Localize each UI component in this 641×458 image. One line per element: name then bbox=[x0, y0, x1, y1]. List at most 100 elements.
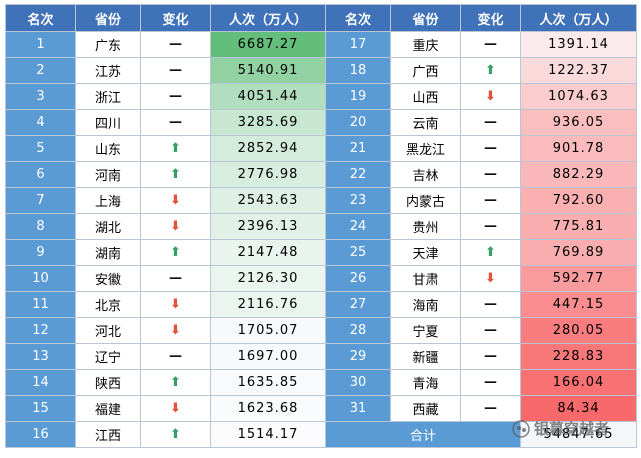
province-cell: 安徽 bbox=[75, 265, 141, 292]
table-row: 8 湖北 ⬇ 2396.13 24 贵州 —775.81 bbox=[5, 213, 637, 240]
change-cell: ⬇ bbox=[460, 265, 521, 292]
province-cell: 黑龙江 bbox=[390, 135, 461, 162]
province-cell: 浙江 bbox=[75, 83, 141, 110]
province-cell: 新疆 bbox=[390, 343, 461, 370]
rank-cell: 2 bbox=[5, 57, 76, 84]
change-cell: — bbox=[460, 317, 521, 344]
value-cell: 592.77 bbox=[520, 265, 637, 292]
rank-cell: 21 bbox=[325, 135, 391, 162]
value-cell: 1623.68 bbox=[210, 395, 326, 422]
change-cell: — bbox=[460, 213, 521, 240]
rank-cell: 19 bbox=[325, 83, 391, 110]
value-cell: 1705.07 bbox=[210, 317, 326, 344]
rank-cell: 31 bbox=[325, 395, 391, 422]
change-cell: — bbox=[460, 291, 521, 318]
table-row: 10 安徽 —2126.30 26 甘肃 ⬇ 592.77 bbox=[5, 265, 637, 292]
province-cell: 西藏 bbox=[390, 395, 461, 422]
change-cell: ⬇ bbox=[140, 291, 211, 318]
rank-cell: 18 bbox=[325, 57, 391, 84]
value-cell: 2776.98 bbox=[210, 161, 326, 188]
rank-cell: 25 bbox=[325, 239, 391, 266]
change-cell: — bbox=[140, 109, 211, 136]
table-row: 13 辽宁 —1697.00 29 新疆 —228.83 bbox=[5, 343, 637, 370]
rank-cell: 1 bbox=[5, 31, 76, 58]
rank-cell: 3 bbox=[5, 83, 76, 110]
value-cell: 166.04 bbox=[520, 369, 637, 396]
change-cell: — bbox=[140, 83, 211, 110]
change-cell: ⬆ bbox=[140, 135, 211, 162]
value-cell: 882.29 bbox=[520, 161, 637, 188]
change-cell: — bbox=[460, 31, 521, 58]
change-cell: — bbox=[460, 161, 521, 188]
value-cell: 1635.85 bbox=[210, 369, 326, 396]
value-cell: 4051.44 bbox=[210, 83, 326, 110]
value-cell: 2543.63 bbox=[210, 187, 326, 214]
province-cell: 湖南 bbox=[75, 239, 141, 266]
province-cell: 北京 bbox=[75, 291, 141, 318]
province-cell: 贵州 bbox=[390, 213, 461, 240]
rank-cell: 13 bbox=[5, 343, 76, 370]
watermark-icon bbox=[512, 419, 530, 438]
table-row: 9 湖南 ⬆ 2147.48 25 天津 ⬆ 769.89 bbox=[5, 239, 637, 266]
table-row: 6 河南 ⬆ 2776.98 22 吉林 —882.29 bbox=[5, 161, 637, 188]
table-row: 5 山东 ⬆ 2852.94 21 黑龙江 —901.78 bbox=[5, 135, 637, 162]
watermark: 银幕穿越者 bbox=[512, 418, 609, 439]
ranking-table: 名次 省份 变化 人次（万人） 名次 省份 变化 人次（万人） 1 广东 —6687.27 17 重庆… bbox=[5, 4, 637, 448]
rank-cell: 23 bbox=[325, 187, 391, 214]
value-cell: 936.05 bbox=[520, 109, 637, 136]
change-cell: ⬇ bbox=[460, 83, 521, 110]
province-cell: 辽宁 bbox=[75, 343, 141, 370]
rank-cell: 17 bbox=[325, 31, 391, 58]
change-cell: — bbox=[460, 135, 521, 162]
header-cell: 省份 bbox=[390, 4, 461, 32]
rank-cell: 10 bbox=[5, 265, 76, 292]
change-cell: ⬇ bbox=[140, 187, 211, 214]
rank-cell: 6 bbox=[5, 161, 76, 188]
table-row: 2 江苏 —5140.91 18 广西 ⬆ 1222.37 bbox=[5, 57, 637, 84]
header-cell: 名次 bbox=[325, 4, 391, 32]
table-row: 1 广东 —6687.27 17 重庆 —1391.14 bbox=[5, 31, 637, 58]
rank-cell: 24 bbox=[325, 213, 391, 240]
province-cell: 福建 bbox=[75, 395, 141, 422]
total-value: 54847.65 bbox=[520, 421, 637, 448]
value-cell: 792.60 bbox=[520, 187, 637, 214]
header-cell: 人次（万人） bbox=[520, 4, 637, 32]
value-cell: 2852.94 bbox=[210, 135, 326, 162]
change-cell: ⬇ bbox=[140, 317, 211, 344]
table-body: 1 广东 —6687.27 17 重庆 —1391.14 2 江苏 —5140.91 18 广西 ⬆ 1… bbox=[5, 31, 637, 448]
rank-cell: 26 bbox=[325, 265, 391, 292]
province-cell: 山西 bbox=[390, 83, 461, 110]
rank-cell: 30 bbox=[325, 369, 391, 396]
value-cell: 901.78 bbox=[520, 135, 637, 162]
table-row: 11 北京 ⬇ 2116.76 27 海南 —447.15 bbox=[5, 291, 637, 318]
rank-cell: 4 bbox=[5, 109, 76, 136]
province-cell: 甘肃 bbox=[390, 265, 461, 292]
value-cell: 1222.37 bbox=[520, 57, 637, 84]
change-cell: ⬆ bbox=[460, 239, 521, 266]
change-cell: ⬇ bbox=[140, 213, 211, 240]
rank-cell: 28 bbox=[325, 317, 391, 344]
value-cell: 3285.69 bbox=[210, 109, 326, 136]
change-cell: — bbox=[140, 265, 211, 292]
rank-cell: 29 bbox=[325, 343, 391, 370]
table-row: 12 河北 ⬇ 1705.07 28 宁夏 —280.05 bbox=[5, 317, 637, 344]
province-cell: 宁夏 bbox=[390, 317, 461, 344]
value-cell: 769.89 bbox=[520, 239, 637, 266]
value-cell: 5140.91 bbox=[210, 57, 326, 84]
value-cell: 6687.27 bbox=[210, 31, 326, 58]
header-cell: 变化 bbox=[140, 4, 211, 32]
province-cell: 广西 bbox=[390, 57, 461, 84]
change-cell: ⬆ bbox=[140, 239, 211, 266]
change-cell: — bbox=[140, 57, 211, 84]
table-row: 3 浙江 —4051.44 19 山西 ⬇ 1074.63 bbox=[5, 83, 637, 110]
change-cell: — bbox=[460, 369, 521, 396]
value-cell: 447.15 bbox=[520, 291, 637, 318]
province-cell: 云南 bbox=[390, 109, 461, 136]
rank-cell: 5 bbox=[5, 135, 76, 162]
province-cell: 重庆 bbox=[390, 31, 461, 58]
rank-cell: 14 bbox=[5, 369, 76, 396]
rank-cell: 20 bbox=[325, 109, 391, 136]
change-cell: ⬆ bbox=[460, 57, 521, 84]
rank-cell: 8 bbox=[5, 213, 76, 240]
province-cell: 山东 bbox=[75, 135, 141, 162]
